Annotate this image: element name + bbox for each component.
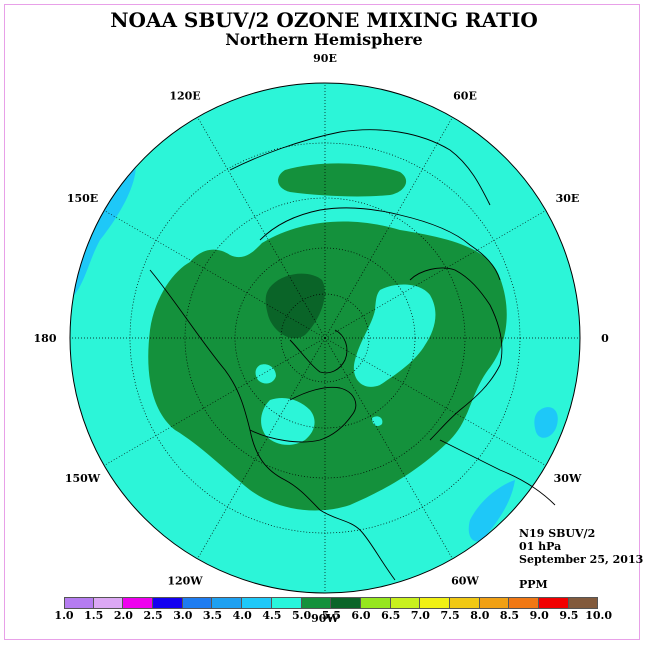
date-label: September 25, 2013: [519, 553, 644, 566]
meridian-line: [324, 210, 547, 339]
colorbar-swatch: [182, 598, 213, 608]
level-label: 01 hPa: [519, 540, 562, 553]
longitude-label: 60W: [451, 574, 479, 587]
longitude-labels: 90E 60E 30E 0 30W 60W 90W 120W 150W 180 150E 120E: [34, 52, 610, 625]
ozone-band-upper: [278, 163, 407, 197]
colorbar-swatch: [242, 598, 272, 608]
coast-africa: [439, 439, 556, 506]
colorbar-swatch: [301, 598, 332, 608]
longitude-label: 90W: [311, 612, 339, 625]
longitude-label: 30W: [554, 472, 582, 485]
page-frame: [4, 4, 640, 640]
colorbar-tick-label: 2.5: [143, 609, 163, 622]
colorbar-tick-label: 8.5: [499, 609, 520, 622]
map-border: [69, 82, 581, 594]
colorbar-swatch: [64, 598, 94, 608]
colorbar-tick-label: 7.5: [440, 609, 460, 622]
meridian-lines: [70, 83, 580, 593]
meridian-line: [197, 116, 326, 339]
longitude-label: 150E: [67, 192, 98, 205]
meridian-line: [324, 337, 453, 560]
colorbar-tick-label: 8.0: [470, 609, 490, 622]
coast-asia: [259, 207, 501, 281]
colorbar-swatch: [568, 598, 599, 608]
colorbar-tick-label: 4.5: [262, 609, 282, 622]
low-patch-pacific: [70, 160, 136, 300]
coast-siberia: [229, 129, 491, 206]
coast-east-north-america: [249, 386, 357, 443]
colorbar-tick-label: 5.5: [321, 609, 341, 622]
colorbar-labels: 1.0 1.5 2.0 2.5 3.0 3.5 4.0 4.5 5.0 5.5 6.0 6.5 7.0 7…: [0, 609, 648, 623]
colorbar-swatch: [420, 598, 450, 608]
colorbar-tick-label: 5.0: [292, 609, 312, 622]
colorbar-swatch: [153, 598, 183, 608]
colorbar-tick-label: 3.5: [202, 609, 223, 622]
colorbar-tick-label: 1.0: [54, 609, 74, 622]
colorbar-swatch: [449, 598, 480, 608]
longitude-label: 90E: [313, 52, 337, 65]
colorbar-tick-label: 9.0: [529, 609, 549, 622]
meridian-line: [197, 337, 326, 560]
longitude-label: 30E: [556, 192, 580, 205]
colorbar-swatch: [271, 598, 302, 608]
longitude-label: 120E: [169, 90, 200, 103]
colorbar-swatch: [212, 598, 243, 608]
low-patch-south: [468, 480, 515, 542]
low-patch-atlantic: [534, 407, 558, 438]
colorbar-tick-label: 3.0: [173, 609, 193, 622]
meridian-line: [324, 337, 547, 466]
colorbar-tick-label: 7.0: [410, 609, 430, 622]
ozone-gap: [372, 416, 383, 426]
info-block: N19 SBUV/2 01 hPa September 25, 2013 PPM: [519, 527, 643, 591]
colorbar-swatch: [390, 598, 421, 608]
longitude-label: 120W: [167, 574, 203, 587]
colorbar-tick-label: 9.5: [559, 609, 579, 622]
ozone-band: [148, 221, 507, 511]
colorbar-swatch: [331, 598, 361, 608]
colorbar-tick-label: 10.0: [585, 609, 612, 622]
coast-europe: [409, 267, 503, 441]
longitude-label: 150W: [65, 472, 101, 485]
colorbar: [64, 597, 599, 609]
coast-north-america: [149, 269, 396, 581]
longitude-label: 60E: [453, 90, 477, 103]
colorbar-swatch: [509, 598, 539, 608]
colorbar-swatch: [539, 598, 569, 608]
meridian-line: [324, 116, 453, 339]
colorbar-tick-label: 6.5: [381, 609, 401, 622]
colorbar-swatch: [93, 598, 124, 608]
colorbar-tick-label: 4.0: [232, 609, 252, 622]
meridian-line: [103, 210, 326, 339]
colorbar-tick-label: 2.0: [113, 609, 133, 622]
colorbar-swatch: [123, 598, 154, 608]
instrument-label: N19 SBUV/2: [519, 527, 596, 540]
longitude-label: 0: [601, 332, 609, 345]
units-label: PPM: [519, 578, 548, 591]
colorbar-swatch: [360, 598, 391, 608]
colorbar-swatch: [479, 598, 510, 608]
meridian-line: [103, 337, 326, 466]
coast-greenland: [289, 329, 348, 374]
colorbar-tick-label: 1.5: [84, 609, 104, 622]
colorbar-tick-label: 6.0: [351, 609, 371, 622]
page-subtitle: Northern Hemisphere: [225, 30, 423, 49]
coastlines: [149, 129, 556, 581]
longitude-label: 180: [34, 332, 57, 345]
page-title: NOAA SBUV/2 OZONE MIXING RATIO: [110, 8, 538, 32]
